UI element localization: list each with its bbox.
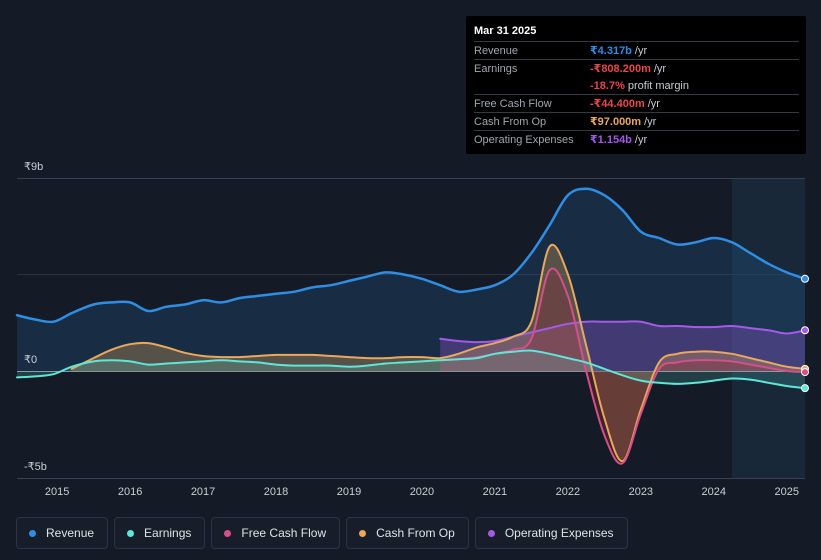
tooltip-row-cash-from-op: Cash From Op ₹97.000m /yr — [474, 112, 799, 130]
x-tick-label: 2018 — [264, 486, 288, 498]
legend-dot-icon — [359, 529, 367, 537]
legend-label: Revenue — [46, 526, 95, 540]
tooltip-value: -18.7% — [590, 79, 625, 92]
tooltip-label: Revenue — [474, 44, 519, 57]
series-lines — [15, 187, 807, 465]
legend-label: Cash From Op — [376, 526, 455, 540]
tooltip-value: ₹97.000m — [590, 116, 642, 128]
x-axis-ticks: 2015 2016 2017 2018 2019 2020 2021 2022 2023 2024… — [45, 486, 799, 498]
y-tick-label-zero: ₹0 — [24, 354, 37, 366]
x-tick-label: 2022 — [556, 486, 580, 498]
line-operating-expenses — [439, 320, 806, 344]
series-areas — [17, 188, 805, 464]
tooltip-value: -₹44.400m — [590, 98, 645, 110]
chart-legend: Revenue Earnings Free Cash Flow Cash Fro… — [16, 517, 634, 549]
area-free-cash-flow — [440, 268, 805, 464]
tooltip-row-free-cash-flow: Free Cash Flow -₹44.400m /yr — [474, 94, 799, 112]
tooltip-unit: /yr — [647, 97, 660, 110]
tooltip-unit: /yr — [634, 133, 648, 146]
tooltip-date: Mar 31 2025 — [474, 25, 537, 37]
tooltip-unit: /yr — [634, 44, 648, 57]
legend-item-revenue[interactable]: Revenue — [16, 517, 109, 549]
y-tick-label-bottom: -₹5b — [24, 461, 47, 473]
tooltip-row-earnings: Earnings -₹808.200m /yr — [474, 59, 799, 77]
x-tick-label: 2024 — [702, 486, 726, 498]
x-tick-label: 2019 — [337, 486, 361, 498]
line-cash-from-op — [70, 243, 806, 463]
x-tick-label: 2020 — [410, 486, 434, 498]
legend-label: Earnings — [144, 526, 192, 540]
legend-label: Operating Expenses — [504, 526, 614, 540]
legend-item-operating-expenses[interactable]: Operating Expenses — [474, 517, 628, 549]
tooltip-value: -₹808.200m — [590, 63, 651, 75]
x-tick-label: 2017 — [191, 486, 215, 498]
y-tick-label-top: ₹9b — [24, 161, 43, 173]
x-tick-label: 2023 — [629, 486, 653, 498]
series-end-markers — [801, 274, 809, 393]
legend-dot-icon — [224, 529, 232, 537]
tooltip-value: ₹4.317b — [590, 45, 632, 57]
legend-dot-icon — [127, 529, 135, 537]
x-tick-label: 2015 — [45, 486, 69, 498]
tooltip-unit: /yr — [653, 62, 667, 75]
tooltip-row-operating-expenses: Operating Expenses ₹1.154b /yr — [474, 130, 799, 148]
line-earnings — [16, 349, 806, 390]
legend-item-cash-from-op[interactable]: Cash From Op — [346, 517, 469, 549]
end-marker-free-cash-flow — [801, 368, 809, 377]
x-tick-label: 2016 — [118, 486, 142, 498]
legend-item-free-cash-flow[interactable]: Free Cash Flow — [211, 517, 341, 549]
area-earnings — [17, 350, 805, 389]
end-marker-operating-expenses — [801, 326, 809, 335]
tooltip-label: Free Cash Flow — [474, 97, 552, 110]
legend-dot-icon — [487, 529, 495, 537]
end-marker-earnings — [801, 384, 809, 393]
legend-item-earnings[interactable]: Earnings — [114, 517, 206, 549]
tooltip-label: Earnings — [474, 62, 518, 75]
tooltip-row-revenue: Revenue ₹4.317b /yr — [474, 41, 799, 59]
tooltip-row-profit-margin: -18.7% profit margin — [474, 77, 799, 94]
legend-dot-icon — [29, 529, 36, 537]
tooltip-label: Operating Expenses — [474, 133, 574, 146]
area-operating-expenses — [440, 321, 805, 371]
x-tick-label: 2025 — [775, 486, 799, 498]
tooltip-unit: /yr — [644, 115, 657, 128]
end-marker-revenue — [801, 274, 809, 283]
area-cash-from-op — [71, 244, 805, 462]
tooltip-value: ₹1.154b — [590, 134, 632, 146]
x-tick-label: 2021 — [483, 486, 507, 498]
area-revenue — [17, 188, 805, 371]
tooltip-unit: profit margin — [627, 79, 689, 92]
data-tooltip: Mar 31 2025 Revenue ₹4.317b /yr Earnings… — [466, 16, 806, 154]
legend-label: Free Cash Flow — [241, 526, 327, 540]
line-revenue — [15, 187, 807, 324]
tooltip-label: Cash From Op — [474, 115, 547, 128]
